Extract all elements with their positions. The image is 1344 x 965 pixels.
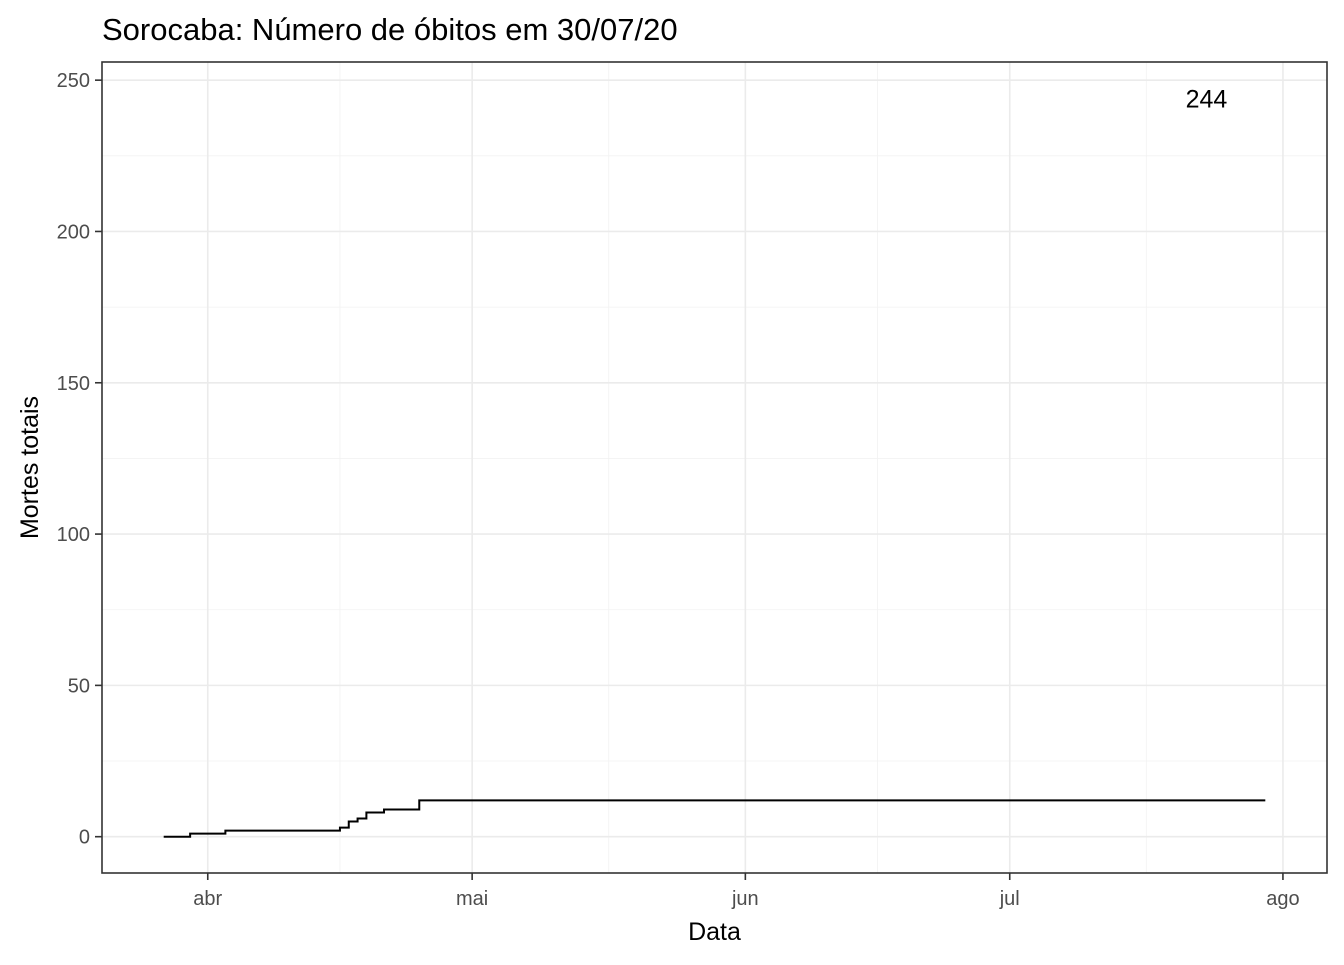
last-value-annotation: 244	[1186, 85, 1228, 113]
y-axis-title: Mortes totais	[16, 396, 44, 539]
chart-title: Sorocaba: Número de óbitos em 30/07/20	[102, 12, 678, 47]
x-tick-label: ago	[1266, 888, 1299, 910]
y-tick-label: 100	[57, 524, 90, 546]
x-tick-label: jun	[731, 888, 759, 910]
x-tick-label: jul	[999, 888, 1020, 910]
x-tick-label: mai	[456, 888, 488, 910]
x-axis-title: Data	[688, 918, 741, 946]
y-tick-label: 50	[68, 675, 90, 697]
y-tick-label: 250	[57, 70, 90, 92]
series-layer	[163, 799, 1266, 838]
y-axis: 0 50 100 150 200 250	[57, 70, 102, 849]
deaths-step-line	[163, 799, 1266, 838]
x-tick-label: abr	[193, 888, 222, 910]
panel-border	[101, 61, 1328, 874]
y-tick-label: 150	[57, 373, 90, 395]
grid-layer	[102, 62, 1327, 873]
y-tick-label: 0	[79, 827, 90, 849]
y-tick-label: 200	[57, 221, 90, 243]
x-axis: abr mai jun jul ago	[193, 873, 1300, 910]
